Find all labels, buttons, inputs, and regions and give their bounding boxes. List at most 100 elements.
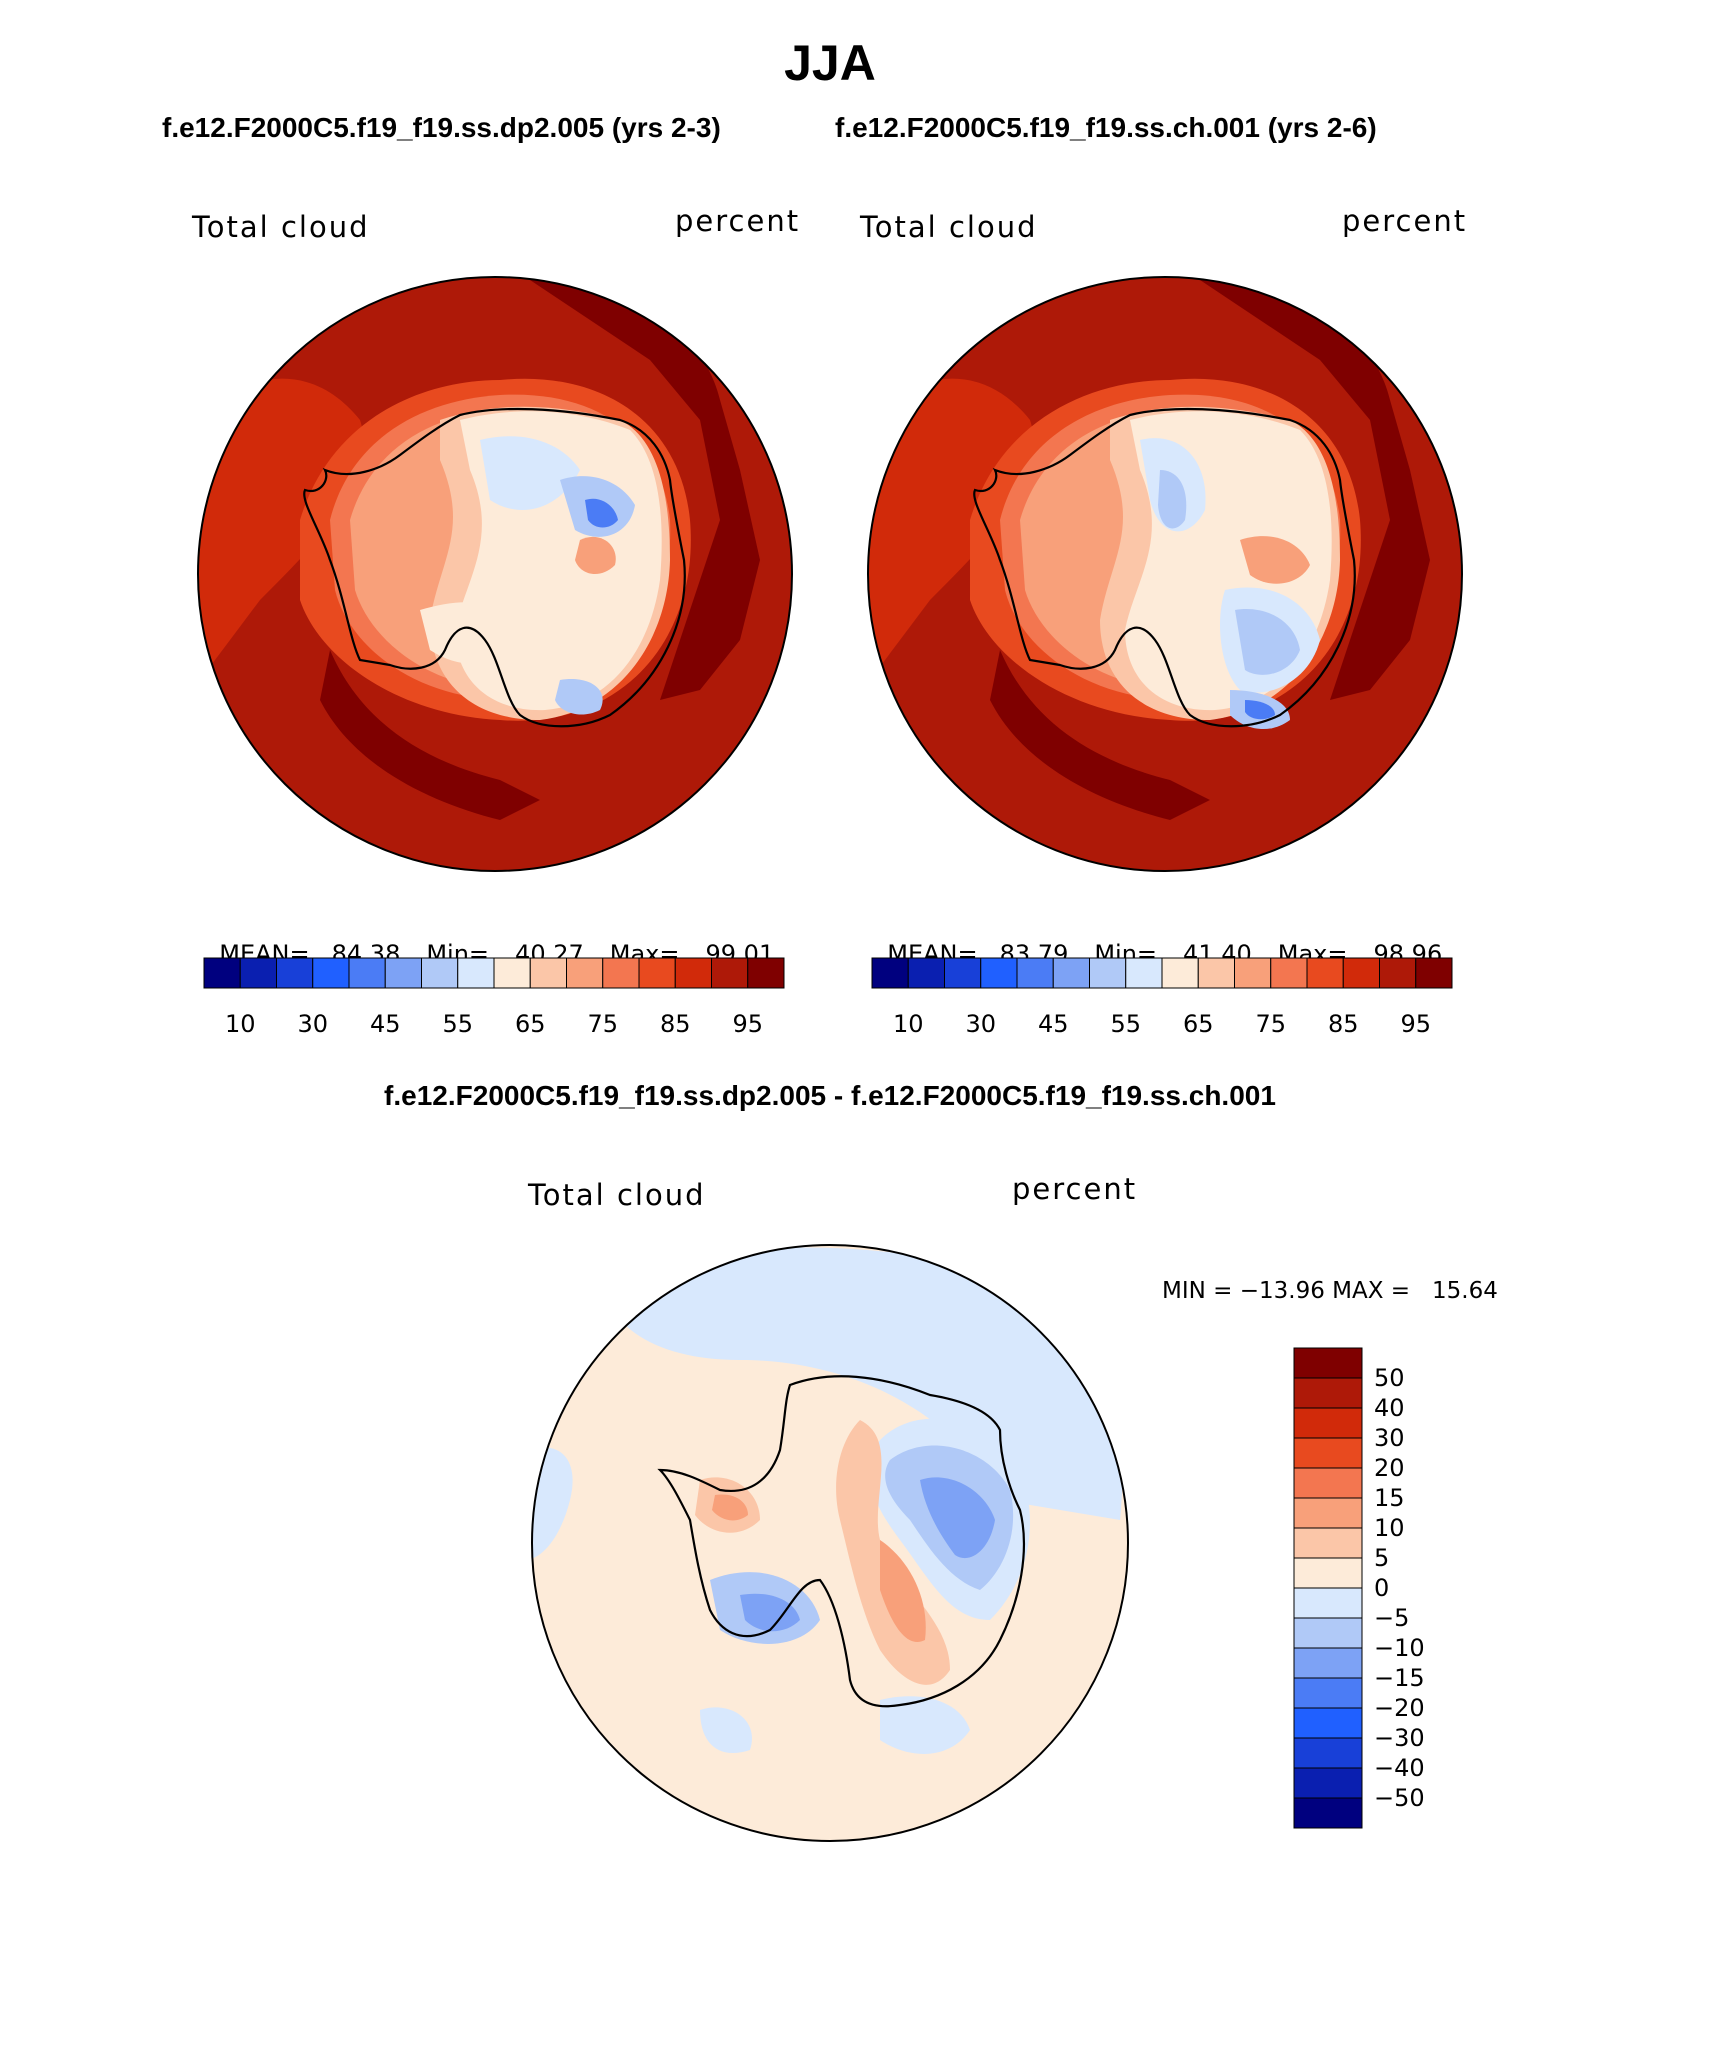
- left-colorbar-swatch: [312, 957, 350, 989]
- left-colorbar-swatch: [239, 957, 277, 989]
- left-colorbar-swatch: [457, 957, 495, 989]
- left-polar-map: [198, 277, 792, 871]
- difference-colorbar-tick-label: 15: [1374, 1484, 1405, 1512]
- left-colorbar-swatch: [602, 957, 640, 989]
- right-colorbar-swatch: [1415, 957, 1453, 989]
- difference-colorbar-swatch: [1293, 1587, 1363, 1619]
- difference-colorbar-swatch: [1293, 1707, 1363, 1739]
- right-colorbar-tick-label: 30: [965, 1010, 996, 1038]
- difference-colorbar-swatch: [1293, 1647, 1363, 1679]
- left-colorbar-tick-label: 55: [442, 1010, 473, 1038]
- difference-colorbar-swatch: [1293, 1437, 1363, 1469]
- difference-colorbar-swatch: [1293, 1557, 1363, 1589]
- right-colorbar-tick-label: 55: [1110, 1010, 1141, 1038]
- right-colorbar-tick-label: 65: [1183, 1010, 1214, 1038]
- colorbar-left: 10 30 45 55 65 75 85 95: [203, 957, 785, 1038]
- difference-colorbar-tick-label: −40: [1374, 1754, 1425, 1782]
- difference-polar-map: [532, 1245, 1128, 1841]
- difference-colorbar-swatch: [1293, 1497, 1363, 1529]
- difference-colorbar-swatch: [1293, 1737, 1363, 1769]
- page-title: JJA: [784, 35, 876, 91]
- right-colorbar-tick-label: 10: [893, 1010, 924, 1038]
- difference-colorbar-tick-label: 50: [1374, 1364, 1405, 1392]
- difference-colorbar-tick-label: −20: [1374, 1694, 1425, 1722]
- left-colorbar-swatch: [711, 957, 749, 989]
- difference-colorbar-swatch: [1293, 1467, 1363, 1499]
- difference-minmax: MIN = −13.96 MAX = 15.64: [1162, 1278, 1498, 1304]
- left-colorbar-swatch: [529, 957, 567, 989]
- difference-colorbar-tick-label: 20: [1374, 1454, 1405, 1482]
- difference-colorbar-tick-label: 5: [1374, 1544, 1389, 1572]
- left-units-label: percent: [675, 204, 801, 238]
- left-map-border: [197, 276, 793, 872]
- right-colorbar-swatch: [1161, 957, 1199, 989]
- left-colorbar-swatch: [493, 957, 531, 989]
- right-colorbar-swatch: [1306, 957, 1344, 989]
- right-antarctica-coastline: [973, 407, 1356, 728]
- left-colorbar-swatch: [203, 957, 241, 989]
- right-colorbar-swatch: [1379, 957, 1417, 989]
- right-map-border: [867, 276, 1463, 872]
- case-label-left: f.e12.F2000C5.f19_f19.ss.dp2.005 (yrs 2-…: [162, 112, 721, 143]
- right-colorbar-swatch: [1234, 957, 1272, 989]
- difference-colorbar-swatch: [1293, 1677, 1363, 1709]
- difference-colorbar-swatch: [1293, 1767, 1363, 1799]
- difference-colorbar-tick-label: 10: [1374, 1514, 1405, 1542]
- difference-colorbar-tick-label: 30: [1374, 1424, 1405, 1452]
- left-variable-label: Total cloud: [192, 210, 370, 244]
- left-antarctica-coastline: [303, 407, 686, 728]
- right-colorbar-tick-label: 45: [1038, 1010, 1069, 1038]
- difference-colorbar-tick-label: −30: [1374, 1724, 1425, 1752]
- difference-map-border: [531, 1244, 1129, 1842]
- right-colorbar-swatch: [1125, 957, 1163, 989]
- right-colorbar-swatch: [907, 957, 945, 989]
- difference-title: f.e12.F2000C5.f19_f19.ss.dp2.005 - f.e12…: [384, 1080, 1276, 1111]
- right-variable-label: Total cloud: [860, 210, 1038, 244]
- left-colorbar-swatch: [348, 957, 386, 989]
- left-colorbar-tick-label: 30: [297, 1010, 328, 1038]
- difference-colorbar-tick-label: −15: [1374, 1664, 1425, 1692]
- difference-colorbar-tick-label: 0: [1374, 1574, 1389, 1602]
- difference-colorbar-swatch: [1293, 1377, 1363, 1409]
- right-colorbar-swatch: [871, 957, 909, 989]
- right-colorbar-swatch: [1089, 957, 1127, 989]
- left-colorbar-swatch: [276, 957, 314, 989]
- difference-colorbar-swatch: [1293, 1617, 1363, 1649]
- difference-colorbar-tick-label: 40: [1374, 1394, 1405, 1422]
- left-colorbar-swatch: [638, 957, 676, 989]
- difference-colorbar-swatch: [1293, 1797, 1363, 1829]
- difference-colorbar-tick-label: −50: [1374, 1784, 1425, 1812]
- left-colorbar-tick-label: 95: [732, 1010, 763, 1038]
- right-colorbar-swatch: [1342, 957, 1380, 989]
- left-colorbar-tick-label: 10: [225, 1010, 256, 1038]
- right-colorbar-swatch: [1016, 957, 1054, 989]
- right-colorbar-tick-label: 75: [1255, 1010, 1286, 1038]
- left-colorbar-swatch: [421, 957, 459, 989]
- difference-variable-label: Total cloud: [528, 1178, 706, 1212]
- difference-colorbar-swatch: [1293, 1527, 1363, 1559]
- difference-units-label: percent: [1012, 1172, 1138, 1206]
- right-polar-map: [868, 277, 1462, 871]
- right-colorbar-swatch: [1270, 957, 1308, 989]
- left-colorbar-tick-label: 45: [370, 1010, 401, 1038]
- right-colorbar-tick-label: 85: [1328, 1010, 1359, 1038]
- right-units-label: percent: [1342, 204, 1468, 238]
- difference-colorbar-swatch: [1293, 1407, 1363, 1439]
- right-colorbar-swatch: [1052, 957, 1090, 989]
- right-colorbar-swatch: [980, 957, 1018, 989]
- left-colorbar-swatch: [674, 957, 712, 989]
- colorbar-right: 10 30 45 55 65 75 85 95: [871, 957, 1453, 1038]
- difference-colorbar-tick-label: −5: [1374, 1604, 1409, 1632]
- right-colorbar-swatch: [944, 957, 982, 989]
- left-colorbar-tick-label: 65: [515, 1010, 546, 1038]
- left-colorbar-swatch: [747, 957, 785, 989]
- difference-colorbar-swatch: [1293, 1347, 1363, 1379]
- left-colorbar-swatch: [384, 957, 422, 989]
- left-colorbar-swatch: [566, 957, 604, 989]
- right-colorbar-tick-label: 95: [1400, 1010, 1431, 1038]
- difference-antarctica-coastline: [657, 1375, 1026, 1708]
- case-label-right: f.e12.F2000C5.f19_f19.ss.ch.001 (yrs 2-6…: [835, 112, 1377, 143]
- left-colorbar-tick-label: 85: [660, 1010, 691, 1038]
